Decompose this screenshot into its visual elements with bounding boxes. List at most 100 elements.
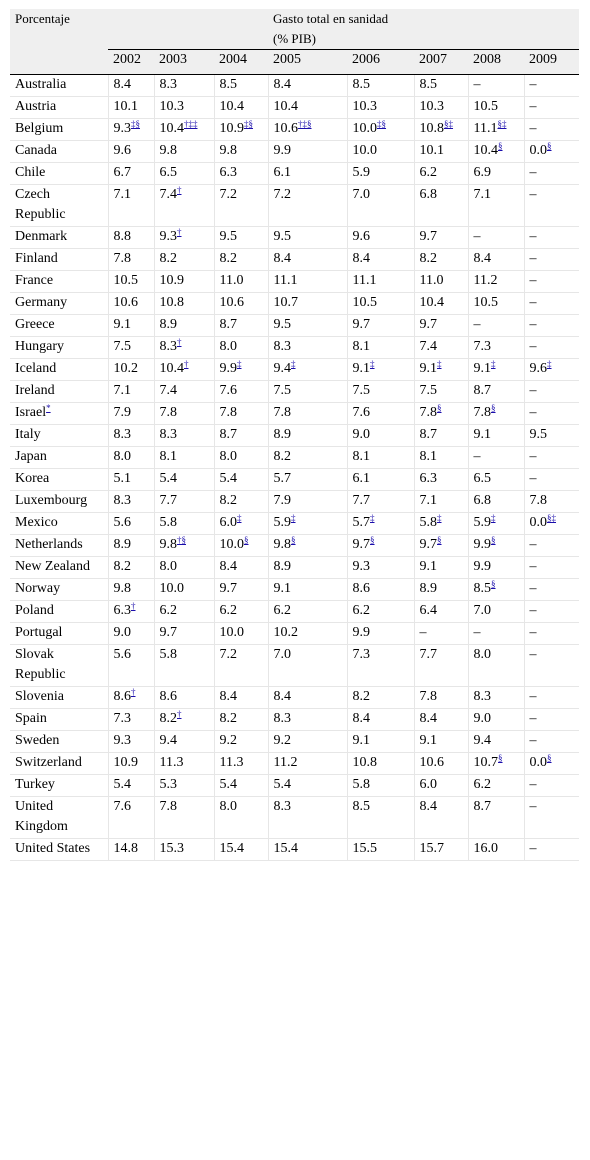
- country-cell: Norway: [10, 578, 108, 601]
- value-cell: 8.2: [346, 686, 415, 709]
- footnote-link[interactable]: ‡: [291, 359, 296, 369]
- country-name: Denmark: [15, 229, 68, 244]
- corner-label: Porcentaje: [10, 9, 108, 50]
- value-text: 7.4: [159, 383, 178, 398]
- value-text: 8.3: [473, 689, 492, 704]
- value-text: 8.5: [219, 77, 238, 92]
- footnote-link[interactable]: ‡: [491, 513, 496, 523]
- value-text: 5.6: [113, 515, 132, 530]
- value-text: 6.3: [219, 165, 238, 180]
- footnote-link[interactable]: †: [184, 359, 189, 369]
- footnote-link[interactable]: †: [177, 227, 182, 237]
- value-cell: 14.8: [107, 838, 154, 861]
- value-cell: 9.1‡: [346, 358, 415, 381]
- footnote-link[interactable]: †: [131, 687, 136, 697]
- footnote-link[interactable]: §‡: [547, 513, 557, 523]
- footnote-link[interactable]: §: [437, 403, 442, 413]
- value-text: 8.9: [419, 581, 438, 596]
- footnote-link[interactable]: §: [491, 535, 496, 545]
- value-text: 10.4: [159, 121, 185, 136]
- footnote-link[interactable]: §: [491, 579, 496, 589]
- table-row: Greece 9.1 8.9 8.7 9.5 9.7 9.7 – –: [10, 314, 580, 337]
- footnote-link[interactable]: §: [244, 535, 249, 545]
- value-text: 10.9: [219, 121, 245, 136]
- value-text: 10.0: [352, 121, 378, 136]
- value-cell: 10.0‡§: [346, 118, 415, 141]
- value-text: 7.4: [159, 187, 178, 202]
- footnote-link[interactable]: †: [177, 185, 182, 195]
- group-sublabel: (% PIB): [273, 31, 316, 46]
- footnote-link[interactable]: †: [131, 601, 136, 611]
- footnote-link[interactable]: §: [370, 535, 375, 545]
- value-text: 8.0: [219, 449, 238, 464]
- footnote-link[interactable]: ‡: [237, 513, 242, 523]
- value-text: 10.8: [352, 755, 378, 770]
- value-cell: 8.9: [267, 556, 348, 579]
- value-text: 8.7: [473, 799, 492, 814]
- value-text: 10.5: [473, 99, 499, 114]
- footnote-link[interactable]: ‡: [370, 359, 375, 369]
- footnote-link[interactable]: ‡§: [377, 119, 387, 129]
- value-cell: 9.6: [346, 226, 415, 249]
- footnote-link[interactable]: §: [498, 141, 503, 151]
- footnote-link[interactable]: ‡§: [244, 119, 253, 129]
- footnote-link[interactable]: §: [547, 141, 552, 151]
- value-cell: 6.5: [467, 468, 525, 491]
- footnote-link[interactable]: §: [437, 535, 442, 545]
- value-cell: 8.0: [467, 644, 525, 687]
- country-name: Greece: [15, 317, 55, 332]
- value-text: 10.4: [273, 99, 299, 114]
- footnote-link[interactable]: §: [291, 535, 296, 545]
- value-text: 10.5: [113, 273, 139, 288]
- footnote-link[interactable]: †: [177, 337, 182, 347]
- footnote-link[interactable]: †‡‡: [184, 119, 198, 129]
- country-name: Mexico: [15, 515, 58, 530]
- footnote-link[interactable]: §‡: [497, 119, 507, 129]
- footnote-link[interactable]: ‡: [291, 513, 296, 523]
- footnote-link[interactable]: ‡: [437, 513, 442, 523]
- footnote-link[interactable]: §‡: [444, 119, 454, 129]
- value-text: 8.2: [419, 251, 438, 266]
- footnote-link[interactable]: ‡: [237, 359, 242, 369]
- country-name: Switzerland: [15, 755, 82, 770]
- value-cell: 5.9: [346, 162, 415, 185]
- value-cell: 9.1: [346, 730, 415, 753]
- country-cell: Belgium: [10, 118, 108, 141]
- footnote-link[interactable]: §: [491, 403, 496, 413]
- value-text: 10.6: [273, 121, 299, 136]
- value-cell: 8.0: [213, 796, 269, 839]
- country-name: Japan: [15, 449, 47, 464]
- value-cell: 8.4: [107, 74, 154, 97]
- footnote-link[interactable]: §: [498, 753, 503, 763]
- value-cell: 6.3†: [107, 600, 154, 623]
- country-name: United Kingdom: [15, 799, 68, 834]
- footnote-link[interactable]: †‡§: [298, 119, 312, 129]
- value-cell: 6.2: [346, 600, 415, 623]
- table-row: Netherlands 8.9 9.8†§ 10.0§ 9.8§ 9.7§ 9.7§ 9.9§…: [10, 534, 580, 557]
- footnote-link[interactable]: †: [177, 709, 182, 719]
- footnote-link[interactable]: ‡§: [131, 119, 140, 129]
- value-cell: 7.6: [107, 796, 154, 839]
- value-cell: 8.6†: [107, 686, 154, 709]
- country-name: Spain: [15, 711, 47, 726]
- footnote-link[interactable]: ‡: [370, 513, 375, 523]
- value-text: 11.1: [352, 273, 377, 288]
- footnote-link[interactable]: †§: [177, 535, 186, 545]
- table-row: Ireland 7.1 7.4 7.6 7.5 7.5 7.5 8.7 –: [10, 380, 580, 403]
- value-text: 15.3: [159, 841, 185, 856]
- value-text: 8.5: [352, 77, 371, 92]
- footnote-link[interactable]: ‡: [437, 359, 442, 369]
- value-cell: 5.7‡: [346, 512, 415, 535]
- footnote-link[interactable]: ‡: [547, 359, 552, 369]
- country-cell: United States: [10, 838, 108, 861]
- value-text: 10.3: [159, 99, 185, 114]
- footnote-link[interactable]: §: [547, 753, 552, 763]
- value-text: 10.5: [352, 295, 378, 310]
- value-text: 9.4: [159, 733, 178, 748]
- footnote-link[interactable]: ‡: [491, 359, 496, 369]
- footnote-link[interactable]: *: [46, 403, 51, 413]
- country-name: Luxembourg: [15, 493, 88, 508]
- value-cell: 8.1: [413, 446, 469, 469]
- value-cell: 9.0: [467, 708, 525, 731]
- value-cell: 11.2: [267, 752, 348, 775]
